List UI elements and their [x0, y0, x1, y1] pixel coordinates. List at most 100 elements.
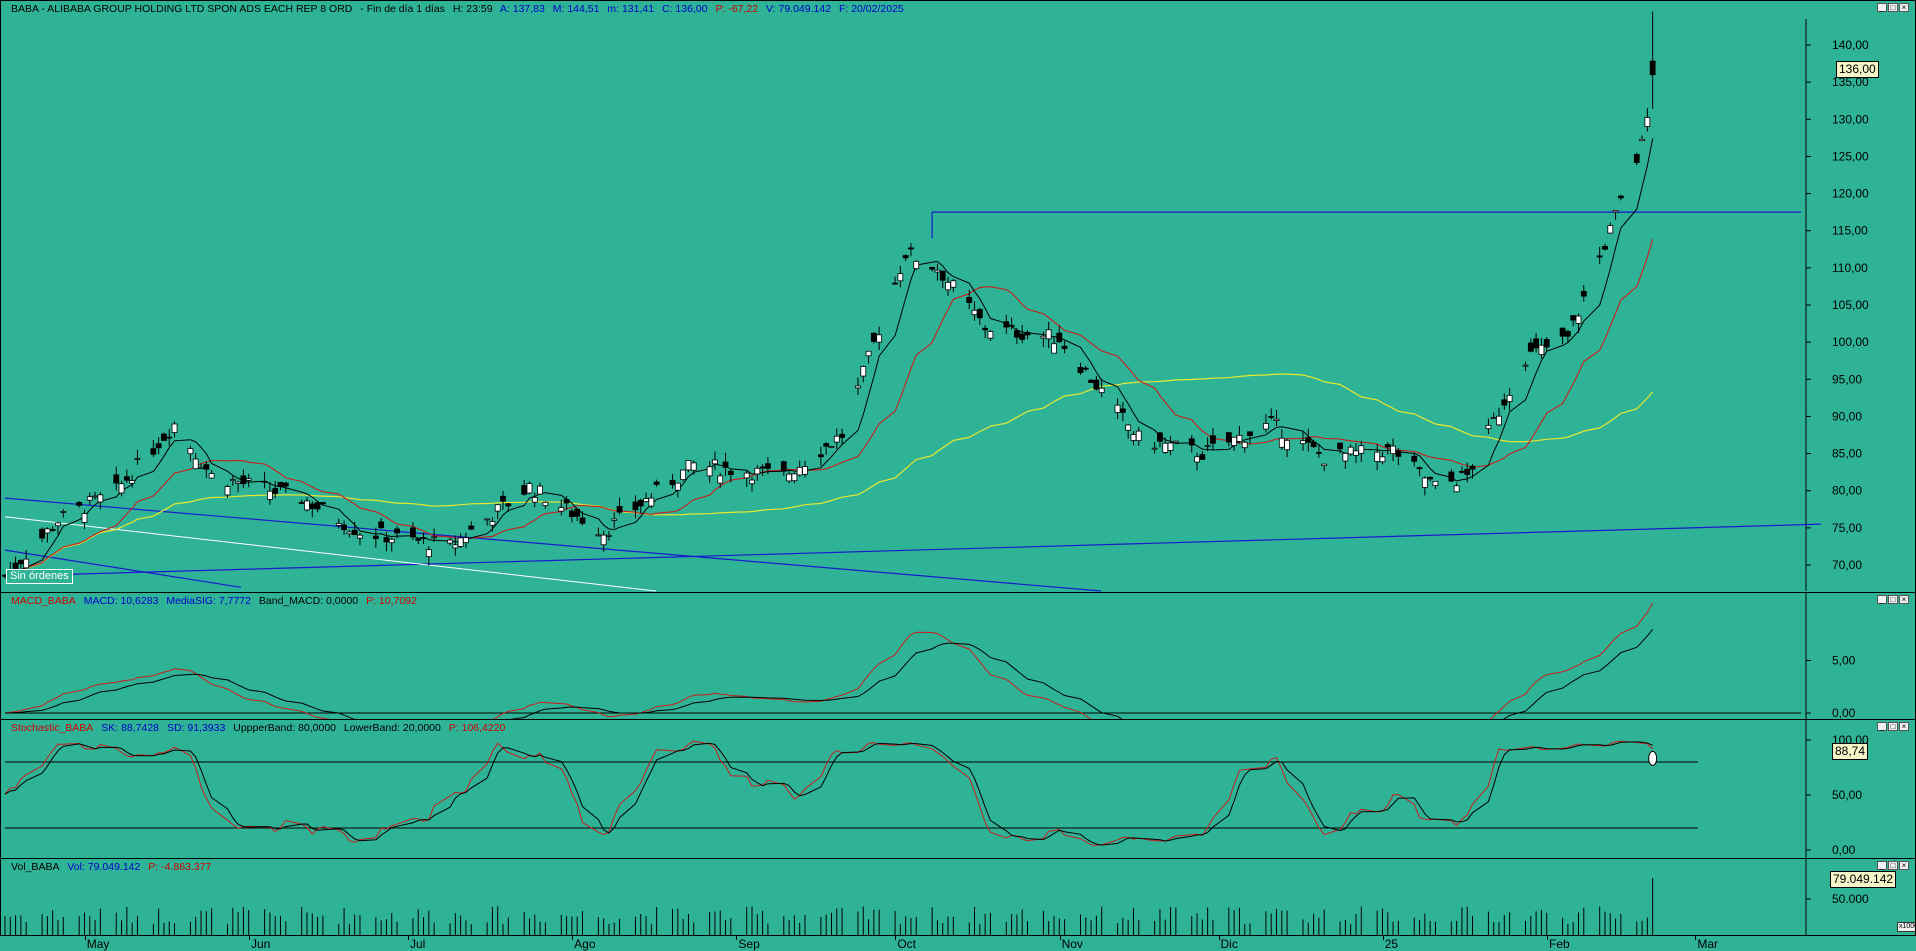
candle-body [468, 525, 475, 530]
current-price-label: 136,00 [1836, 61, 1879, 78]
candle-body [155, 443, 162, 449]
candle-body [759, 466, 766, 469]
candle-body [1353, 450, 1359, 456]
candle-body [865, 350, 872, 357]
candle-body [1501, 399, 1508, 406]
volume-chart[interactable]: 50.000 [1, 859, 1916, 936]
candle-body [680, 469, 687, 480]
vol-header: Vol_BABA Vol: 79.049.142 P: -4.863.377 [11, 861, 216, 874]
price-header: BABA - ALIBABA GROUP HOLDING LTD SPON AD… [11, 3, 909, 16]
candle-body [1427, 476, 1434, 480]
maximize-icon[interactable]: □ [1888, 861, 1898, 870]
vol-name: Vol_BABA [11, 861, 60, 873]
macd-chart[interactable]: 5,00 0,00 [1, 593, 1916, 720]
price-tick-label: 90,00 [1832, 409, 1862, 423]
candle-body [261, 480, 268, 483]
month-label: Mar [1697, 937, 1718, 951]
candle-body [1612, 209, 1619, 213]
candle-body [892, 282, 898, 285]
candle-body [266, 490, 273, 500]
price-chart[interactable]: 140,00 135,00 130,00 125,00 120,00 115,00 110,… [1, 1, 1916, 594]
candle-body [606, 534, 612, 537]
candle-body [1151, 447, 1158, 450]
price-tick-label: 125,00 [1832, 149, 1869, 163]
month-label: Ago [574, 937, 596, 951]
close-icon[interactable]: × [1899, 3, 1909, 12]
price-tick-label: 95,00 [1832, 372, 1862, 386]
stoch-sk-line [4, 740, 1654, 846]
candle-body [717, 475, 724, 484]
candle-body [1321, 463, 1328, 467]
candle-body [1374, 451, 1381, 462]
candle-body [60, 511, 67, 513]
candle-body [595, 534, 602, 537]
minimize-icon[interactable]: _ [1877, 861, 1887, 870]
stat-a: A: 137,83 [499, 3, 545, 15]
candle-body [49, 529, 56, 531]
candle-body [1040, 335, 1047, 339]
candle-body [1061, 345, 1068, 349]
minimize-icon[interactable]: _ [1877, 595, 1887, 604]
maximize-icon[interactable]: □ [1888, 595, 1898, 604]
candle-body [208, 473, 215, 479]
candle-body [531, 497, 538, 503]
macd-name: MACD_BABA [11, 595, 76, 607]
month-tick [736, 936, 738, 940]
candle-body [134, 457, 141, 460]
candle-body [1453, 485, 1460, 493]
close-icon[interactable]: × [1899, 722, 1909, 731]
macd-band-value: Band_MACD: 0,0000 [258, 595, 359, 607]
candle-body [966, 297, 973, 303]
month-tick [407, 936, 409, 940]
macd-signal-line [4, 628, 1654, 719]
candle-body [637, 499, 644, 507]
candle-body [1278, 437, 1285, 448]
price-panel: BABA - ALIBABA GROUP HOLDING LTD SPON AD… [0, 0, 1916, 594]
candle-body [876, 334, 883, 343]
candle-body [913, 260, 920, 270]
candle-body [823, 443, 830, 447]
maximize-icon[interactable]: □ [1888, 3, 1898, 12]
price-window-controls: _ □ × [1877, 3, 1909, 12]
candle-body [1284, 439, 1291, 451]
candle-body [765, 463, 771, 469]
candle-body [579, 517, 586, 524]
candle-body [388, 538, 395, 544]
candle-body [558, 507, 565, 512]
candle-body [23, 558, 30, 569]
maximize-icon[interactable]: □ [1888, 722, 1898, 731]
minimize-icon[interactable]: _ [1877, 722, 1887, 731]
candle-body [277, 481, 284, 488]
orders-label: Sin órdenes [6, 569, 73, 584]
candle-body [1098, 387, 1105, 394]
close-icon[interactable]: × [1899, 595, 1909, 604]
candle-body [1395, 450, 1402, 457]
candle-body [929, 266, 936, 270]
price-tick-label: 115,00 [1832, 224, 1868, 238]
candle-body [754, 467, 761, 475]
candle-body [166, 436, 173, 439]
candle-body [1167, 442, 1174, 451]
candle-body [727, 470, 734, 476]
stat-m: M: 144,51 [552, 3, 600, 15]
candle-body [743, 472, 750, 479]
macd-panel: MACD_BABA MACD: 10,6283 MediaSIG: 7,7772… [0, 592, 1916, 720]
stat-low: m: 131,41 [607, 3, 655, 15]
trendline-white [4, 516, 657, 592]
candle-body [1390, 445, 1396, 455]
candle-body [1082, 367, 1089, 370]
macd-tick-label: 5,00 [1832, 654, 1856, 668]
vol-tick-label: 50.000 [1832, 892, 1869, 906]
minimize-icon[interactable]: _ [1877, 3, 1887, 12]
candle-body [1358, 445, 1365, 454]
stoch-p: P: 106,4220 [448, 722, 506, 734]
candle-body [198, 466, 204, 469]
time-axis: May Jun Jul Ago Sep Oct Nov Dic 25 Feb Mar [0, 935, 1916, 951]
month-label: Dic [1220, 937, 1238, 951]
macd-header: MACD_BABA MACD: 10,6283 MediaSIG: 7,7772… [11, 595, 422, 608]
candle-body [97, 494, 104, 503]
close-icon[interactable]: × [1899, 861, 1909, 870]
candle-body [1538, 344, 1545, 355]
candle-body [1633, 154, 1640, 163]
